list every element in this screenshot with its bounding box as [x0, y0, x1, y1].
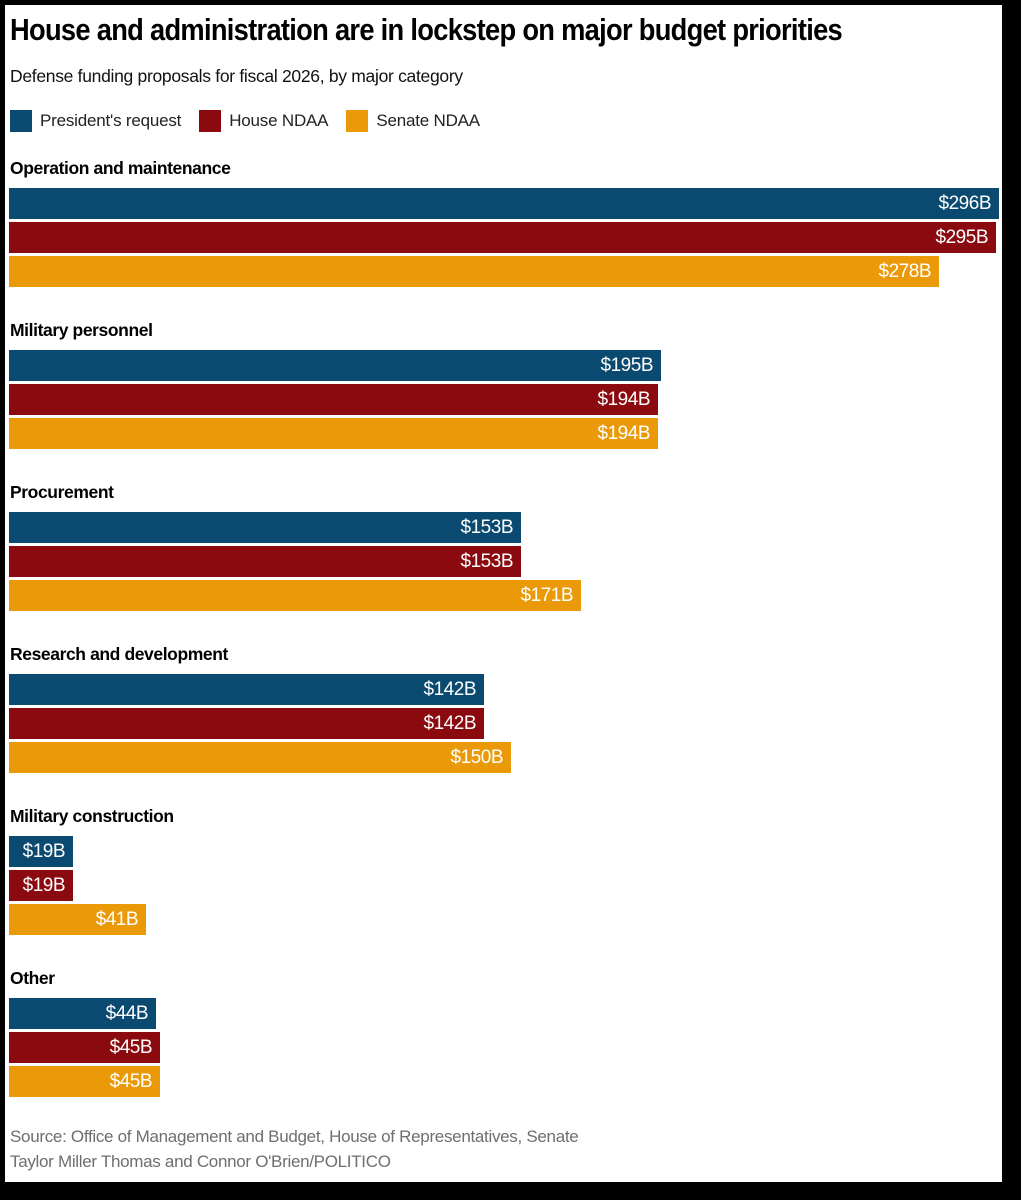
- legend-item-senate-ndaa: Senate NDAA: [346, 110, 480, 132]
- legend-item-label: House NDAA: [229, 111, 329, 130]
- bar-row: $195B: [9, 350, 1002, 381]
- bar-president-s-request: $153B: [9, 512, 521, 543]
- bar-value-label: $153B: [460, 516, 514, 538]
- bar-senate-ndaa: $45B: [9, 1066, 160, 1097]
- chart-subtitle: Defense funding proposals for fiscal 202…: [10, 66, 463, 86]
- bar-house-ndaa: $153B: [9, 546, 521, 577]
- bar-row: $194B: [9, 384, 1002, 415]
- category-label: Military personnel: [10, 320, 153, 340]
- bar-president-s-request: $44B: [9, 998, 156, 1029]
- bar-value-label: $45B: [109, 1070, 153, 1092]
- footer: Source: Office of Management and Budget,…: [10, 1124, 1002, 1174]
- legend-swatch: [10, 110, 32, 132]
- bar-chart: Operation and maintenance $296B $295B $278B…: [9, 158, 1002, 1097]
- bar-value-label: $19B: [22, 874, 66, 896]
- legend-item-president-s-request: President's request: [10, 110, 181, 132]
- bar-house-ndaa: $19B: [9, 870, 73, 901]
- bar-senate-ndaa: $150B: [9, 742, 511, 773]
- bar-value-label: $41B: [95, 908, 139, 930]
- bar-value-label: $142B: [423, 678, 477, 700]
- bar-row: $45B: [9, 1066, 1002, 1097]
- bar-house-ndaa: $194B: [9, 384, 658, 415]
- bar-value-label: $44B: [105, 1002, 149, 1024]
- category-label: Military construction: [10, 806, 174, 826]
- category-group-other: Other $44B $45B $45B: [9, 968, 1002, 1097]
- bar-row: $296B: [9, 188, 1002, 219]
- bar-house-ndaa: $142B: [9, 708, 484, 739]
- bar-row: $41B: [9, 904, 1002, 935]
- bar-row: $142B: [9, 674, 1002, 705]
- source-line: Source: Office of Management and Budget,…: [10, 1127, 579, 1146]
- legend: President's request House NDAA Senate NDAA: [10, 110, 1002, 132]
- bar-senate-ndaa: $194B: [9, 418, 658, 449]
- bar-row: $19B: [9, 836, 1002, 867]
- credit-line: Taylor Miller Thomas and Connor O'Brien/…: [10, 1152, 391, 1171]
- category-label: Other: [10, 968, 55, 988]
- legend-item-label: Senate NDAA: [376, 111, 480, 130]
- bar-senate-ndaa: $41B: [9, 904, 146, 935]
- bar-value-label: $142B: [423, 712, 477, 734]
- bar-value-label: $19B: [22, 840, 66, 862]
- bar-row: $194B: [9, 418, 1002, 449]
- bar-row: $19B: [9, 870, 1002, 901]
- category-group-operation-and-maintenance: Operation and maintenance $296B $295B $278B: [9, 158, 1002, 287]
- bar-value-label: $171B: [520, 584, 574, 606]
- bar-value-label: $194B: [597, 388, 651, 410]
- chart-title: House and administration are in lockstep…: [10, 12, 843, 47]
- bar-president-s-request: $19B: [9, 836, 73, 867]
- bar-row: $153B: [9, 512, 1002, 543]
- bar-row: $153B: [9, 546, 1002, 577]
- category-label: Research and development: [10, 644, 228, 664]
- category-group-military-personnel: Military personnel $195B $194B $194B: [9, 320, 1002, 449]
- bar-president-s-request: $142B: [9, 674, 484, 705]
- bar-value-label: $296B: [938, 192, 992, 214]
- legend-swatch: [346, 110, 369, 132]
- category-group-military-construction: Military construction $19B $19B $41B: [9, 806, 1002, 935]
- bar-house-ndaa: $45B: [9, 1032, 160, 1063]
- bar-senate-ndaa: $278B: [9, 256, 939, 287]
- legend-item-label: President's request: [40, 111, 182, 130]
- bar-president-s-request: $296B: [9, 188, 999, 219]
- bar-house-ndaa: $295B: [9, 222, 996, 253]
- bar-row: $142B: [9, 708, 1002, 739]
- bar-row: $171B: [9, 580, 1002, 611]
- legend-swatch: [199, 110, 222, 132]
- bar-senate-ndaa: $171B: [9, 580, 581, 611]
- category-group-procurement: Procurement $153B $153B $171B: [9, 482, 1002, 611]
- chart-card: House and administration are in lockstep…: [5, 5, 1002, 1182]
- bar-value-label: $194B: [597, 422, 651, 444]
- bar-value-label: $153B: [460, 550, 514, 572]
- category-group-research-and-development: Research and development $142B $142B $150B: [9, 644, 1002, 773]
- bar-value-label: $150B: [450, 746, 504, 768]
- bar-value-label: $295B: [935, 226, 989, 248]
- bar-value-label: $195B: [600, 354, 654, 376]
- category-label: Procurement: [10, 482, 114, 502]
- bar-value-label: $278B: [878, 260, 932, 282]
- bar-value-label: $45B: [109, 1036, 153, 1058]
- bar-row: $295B: [9, 222, 1002, 253]
- category-label: Operation and maintenance: [10, 158, 231, 178]
- bar-row: $44B: [9, 998, 1002, 1029]
- legend-item-house-ndaa: House NDAA: [199, 110, 329, 132]
- bar-row: $45B: [9, 1032, 1002, 1063]
- bar-row: $150B: [9, 742, 1002, 773]
- bar-row: $278B: [9, 256, 1002, 287]
- bar-president-s-request: $195B: [9, 350, 661, 381]
